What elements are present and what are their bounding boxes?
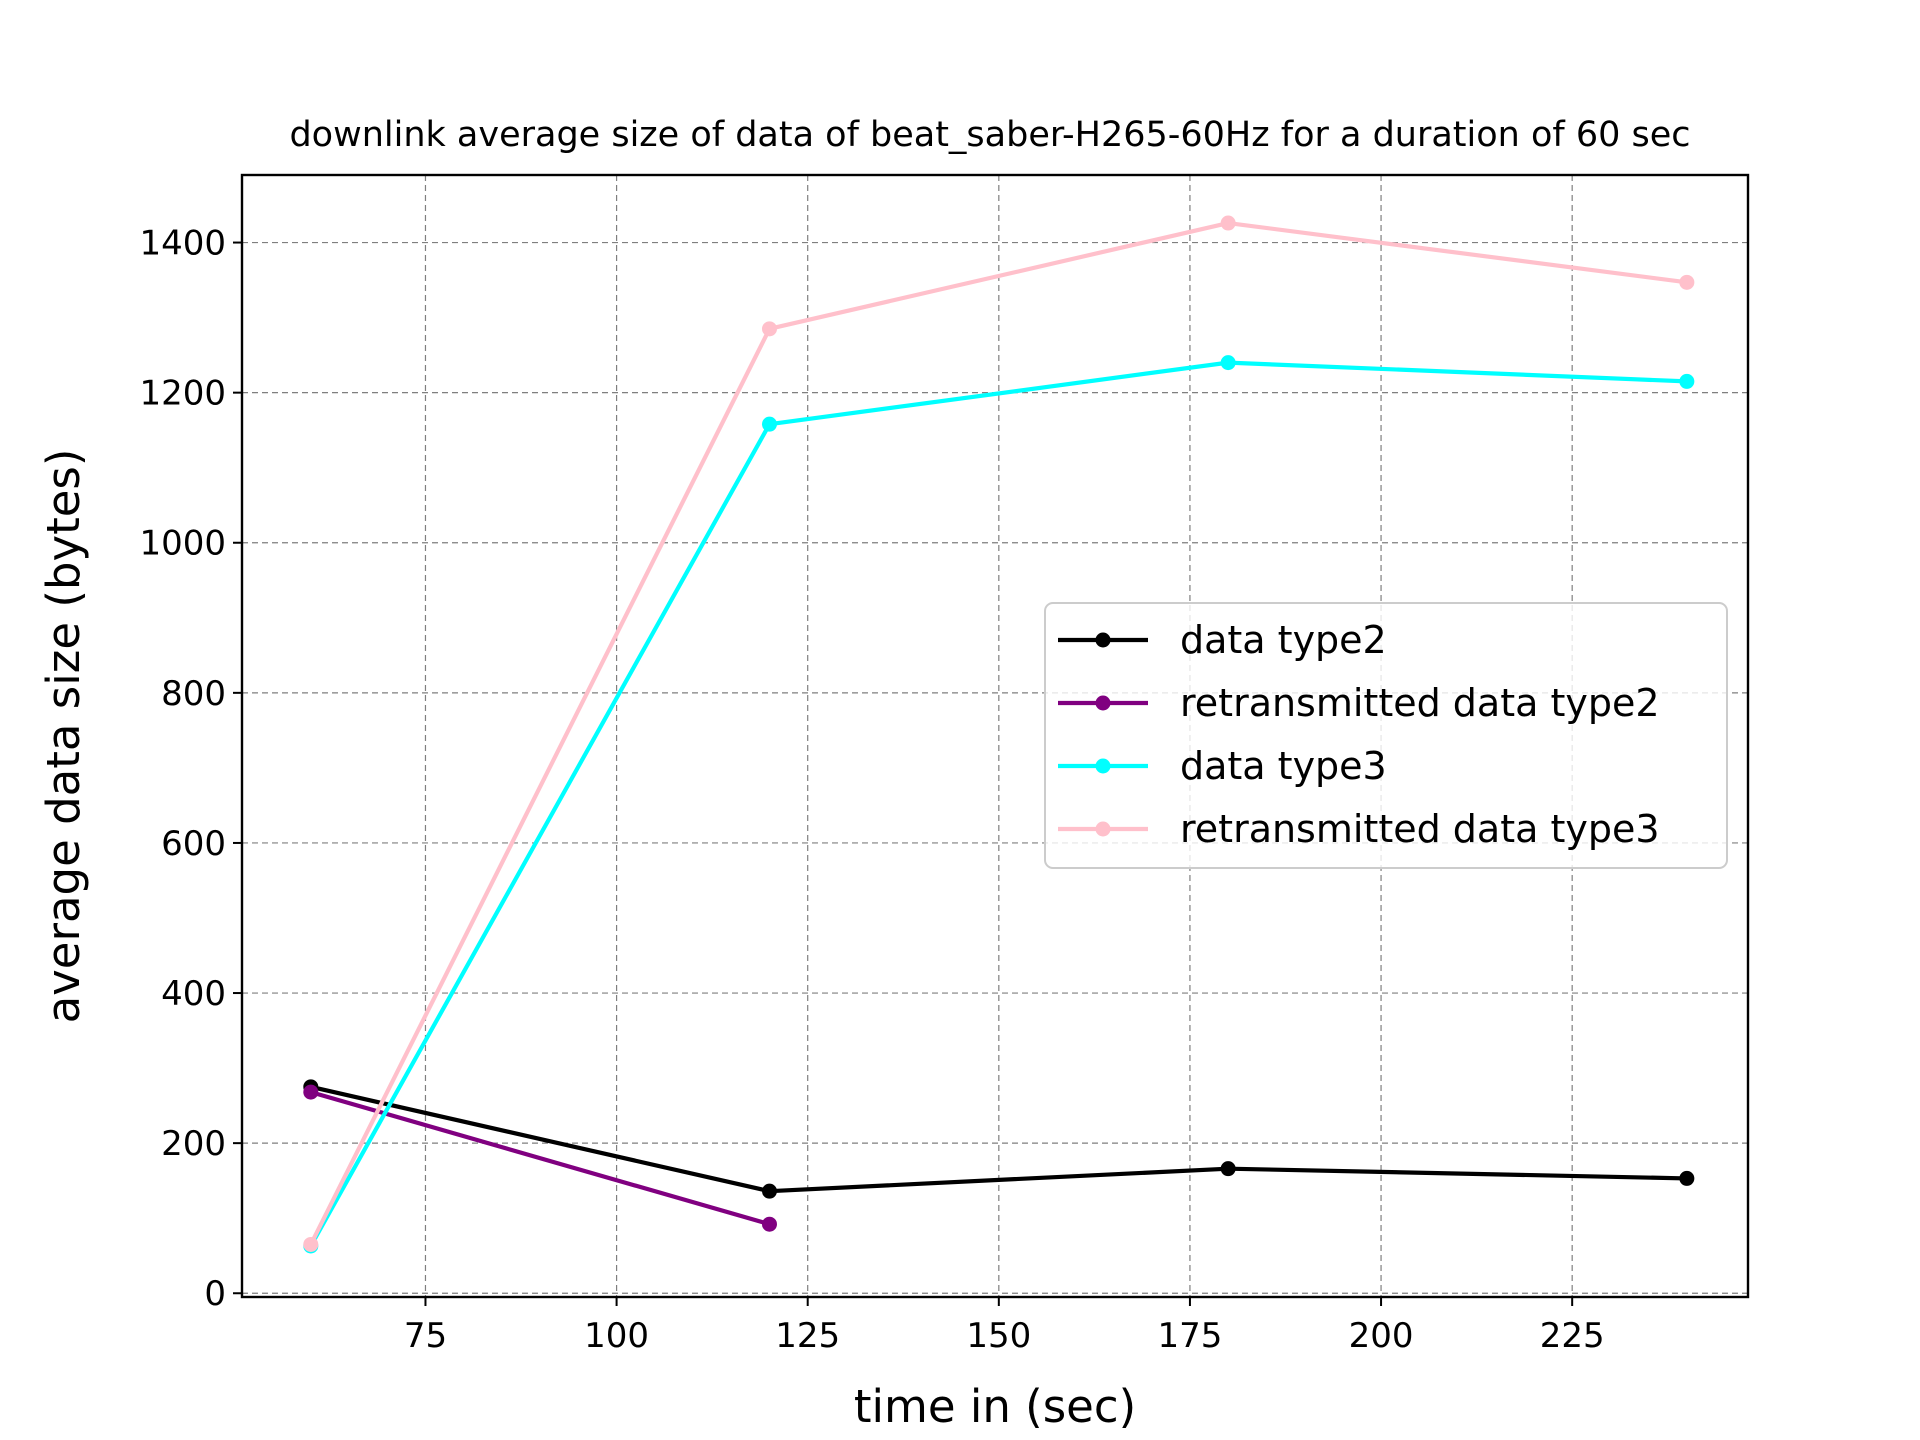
plot-frame: [240, 173, 1750, 1299]
y-axis-ticks: 0 200 400 600 800 1000 1200 1400: [139, 224, 242, 1314]
x-tick-label: 75: [404, 1316, 447, 1356]
data-point: [1220, 355, 1236, 371]
legend: data type2 retransmitted data type2 data t…: [1044, 602, 1728, 869]
y-tick-label: 1200: [139, 374, 226, 414]
x-axis-ticks: 75 100 125 150 175 200 225: [404, 1297, 1605, 1356]
legend-label: data type3: [1180, 744, 1387, 788]
y-tick-label: 200: [161, 1124, 226, 1164]
data-point: [1220, 1161, 1236, 1177]
x-tick-label: 175: [1157, 1316, 1222, 1356]
y-tick-label: 1400: [139, 224, 226, 264]
data-point: [1679, 1170, 1695, 1186]
data-point: [1220, 215, 1236, 231]
series-layer: [303, 215, 1695, 1254]
chart-title: downlink average size of data of beat_sa…: [289, 115, 1690, 155]
series-4: [303, 215, 1695, 1252]
x-tick-label: 225: [1540, 1316, 1605, 1356]
legend-marker: [1095, 821, 1111, 837]
x-axis-label: time in (sec): [854, 1380, 1136, 1433]
y-tick-label: 0: [204, 1274, 226, 1314]
legend-marker: [1095, 632, 1111, 648]
x-tick-label: 125: [775, 1316, 840, 1356]
legend-marker: [1095, 695, 1111, 711]
y-tick-label: 600: [161, 824, 226, 864]
x-tick-label: 100: [584, 1316, 649, 1356]
data-point: [761, 416, 777, 432]
legend-marker: [1095, 758, 1111, 774]
legend-label: retransmitted data type2: [1180, 681, 1660, 725]
y-tick-label: 800: [161, 674, 226, 714]
data-point: [761, 1183, 777, 1199]
x-tick-label: 200: [1349, 1316, 1414, 1356]
y-tick-label: 1000: [139, 524, 226, 564]
data-point: [1679, 274, 1695, 290]
legend-label: retransmitted data type3: [1180, 807, 1660, 851]
series-2: [303, 1084, 777, 1232]
data-point: [1679, 373, 1695, 389]
series-line: [308, 360, 1687, 1247]
data-point: [761, 321, 777, 337]
y-tick-label: 400: [161, 974, 226, 1014]
legend-label: data type2: [1180, 618, 1387, 662]
y-axis-label: average data size (bytes): [37, 449, 90, 1024]
series-line: [310, 1090, 771, 1227]
data-point: [761, 1216, 777, 1232]
x-tick-label: 150: [966, 1316, 1031, 1356]
series-line: [308, 220, 1688, 1246]
series-line: [310, 1084, 1687, 1194]
data-point: [303, 1084, 319, 1100]
legend-box: [1044, 602, 1728, 869]
data-point: [303, 1236, 319, 1252]
